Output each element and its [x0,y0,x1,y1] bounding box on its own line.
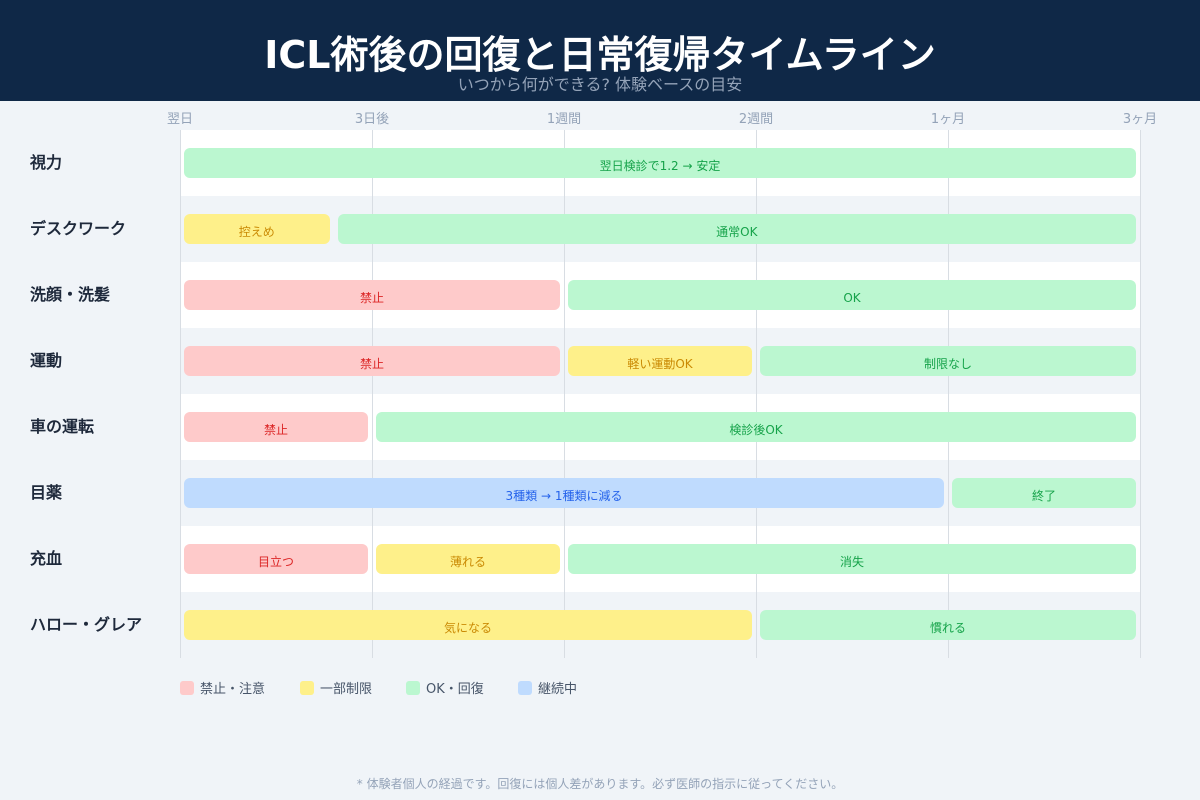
axis-tick-label: 3ヶ月 [1122,112,1158,127]
legend-label: 一部制限 [320,682,373,697]
legend-label: OK・回復 [426,682,484,697]
row-label: ハロー・グレア [30,615,143,634]
legend-item: 禁止・注意 [180,678,265,697]
legend-item: 継続中 [518,678,577,697]
axis-tick-label: 1ヶ月 [930,112,966,127]
row-label: 視力 [30,153,63,172]
legend-swatch-green [406,680,420,695]
timeline-bar-green: 慣れる [760,610,1136,640]
timeline-bar-green: 翌日検診で1.2 → 安定 [184,148,1136,178]
timeline-bar-red: 禁止 [184,346,560,376]
page-subtitle: いつから何ができる? 体験ベースの目安 [457,75,743,94]
legend-swatch-yellow [300,680,314,695]
gridline [180,130,181,658]
footnote: * 体験者個人の経過です。回復には個人差があります。必ず医師の指示に従ってくださ… [356,777,844,791]
timeline-bar-red: 禁止 [184,280,560,310]
gridline [948,130,949,658]
legend-label: 継続中 [538,682,578,697]
timeline-bar-green: OK [568,280,1136,310]
gridline [564,130,565,658]
row-label: 車の運転 [30,417,95,436]
timeline-bar-yellow: 控えめ [184,214,330,244]
header: ICL術後の回復と日常復帰タイムライン いつから何ができる? 体験ベースの目安 [0,0,1200,101]
timeline-bar-yellow: 気になる [184,610,752,640]
axis-tick-label: 2週間 [738,112,774,127]
row-label: 充血 [30,549,63,568]
legend-swatch-red [180,680,194,695]
row-label: デスクワーク [30,219,127,238]
timeline-bar-green: 検診後OK [376,412,1136,442]
legend-swatch-blue [518,680,532,695]
legend-item: OK・回復 [406,678,484,697]
timeline-bar-blue: 3種類 → 1種類に減る [184,478,944,508]
row-label: 運動 [30,351,63,370]
timeline-bar-green: 消失 [568,544,1136,574]
gridline [756,130,757,658]
row-label: 目薬 [30,483,63,502]
timeline-bar-green: 通常OK [337,214,1136,244]
timeline-bar-red: 禁止 [184,412,368,442]
legend-item: 一部制限 [300,678,372,697]
timeline-bar-green: 制限なし [760,346,1136,376]
axis-tick-label: 翌日 [166,112,194,127]
timeline-bar-yellow: 薄れる [376,544,560,574]
timeline-bar-yellow: 軽い運動OK [568,346,752,376]
row-label: 洗顔・洗髪 [30,285,111,304]
timeline-bar-red: 目立つ [184,544,368,574]
timeline-bar-green: 終了 [952,478,1136,508]
axis-tick-label: 3日後 [354,112,390,127]
gridline [1140,130,1141,658]
gridline [372,130,373,658]
axis-tick-label: 1週間 [546,112,582,127]
page-title: ICL術後の回復と日常復帰タイムライン [264,33,936,77]
legend-label: 禁止・注意 [200,682,266,697]
